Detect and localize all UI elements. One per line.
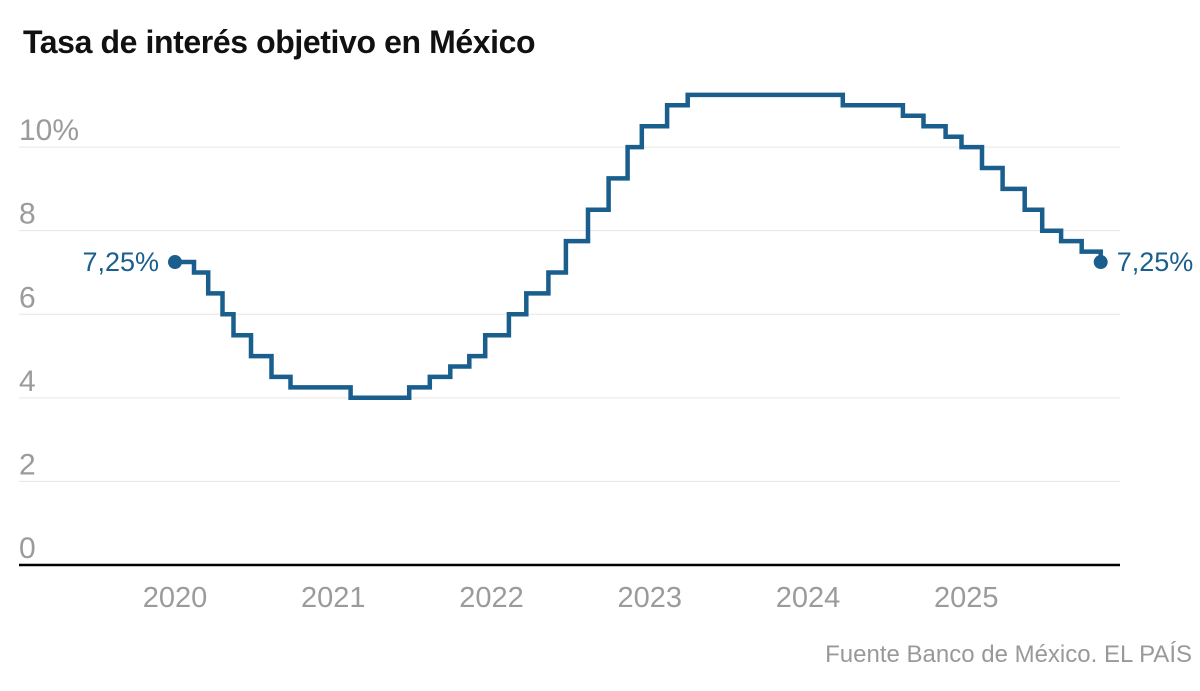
x-tick-label: 2022 (459, 582, 524, 614)
x-tick-label: 2024 (776, 582, 841, 614)
x-tick-label: 2021 (301, 582, 366, 614)
y-tick-label: 10% (19, 114, 79, 147)
y-tick-label: 2 (19, 448, 36, 481)
y-tick-label: 0 (19, 532, 36, 565)
x-tick-label: 2023 (617, 582, 682, 614)
chart-title: Tasa de interés objetivo en México (23, 24, 536, 60)
rate-step-line (175, 92, 1103, 401)
chart-source: Fuente Banco de México. EL PAÍS (825, 641, 1192, 668)
start-value-label: 7,25% (82, 247, 159, 277)
y-tick-label: 6 (19, 281, 36, 314)
y-tick-label: 4 (19, 365, 36, 398)
y-tick-label: 8 (19, 198, 36, 231)
x-tick-label: 2025 (934, 582, 999, 614)
end-value-label: 7,25% (1117, 247, 1194, 277)
x-tick-label: 2020 (143, 582, 208, 614)
end-point-dot (1093, 255, 1108, 270)
start-point-dot (168, 255, 182, 270)
